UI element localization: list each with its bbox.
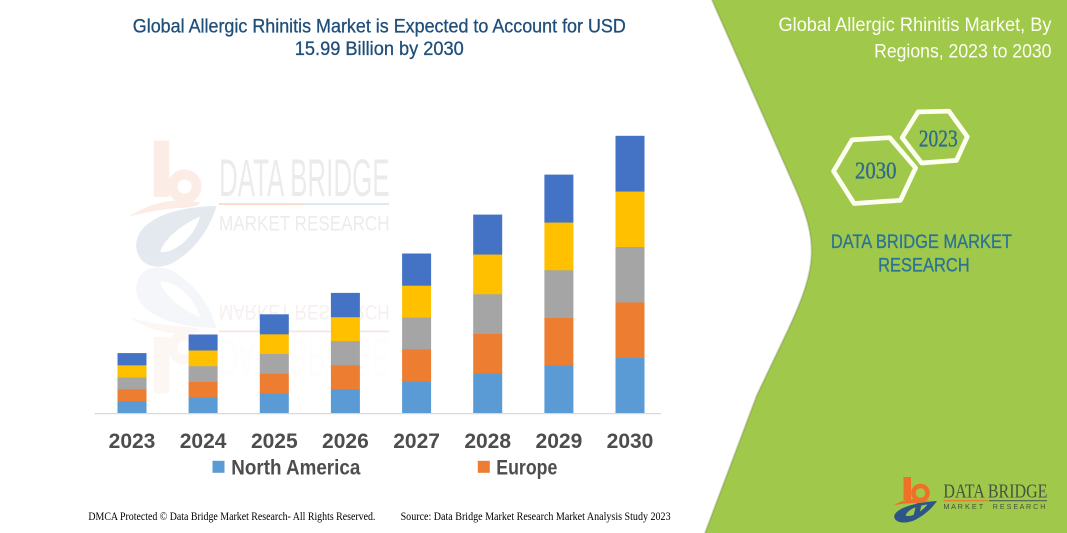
svg-text:2030: 2030: [855, 158, 897, 185]
svg-text:DATA BRIDGE: DATA BRIDGE: [219, 327, 390, 386]
svg-text:RESEARCH: RESEARCH: [878, 254, 970, 276]
svg-text:2025: 2025: [251, 430, 298, 453]
svg-text:MARKET RESEARCH: MARKET RESEARCH: [219, 212, 390, 236]
svg-text:2029: 2029: [536, 430, 583, 453]
svg-text:DATA BRIDGE: DATA BRIDGE: [219, 149, 390, 208]
svg-text:North America: North America: [231, 457, 360, 480]
svg-text:Regions, 2023 to 2030: Regions, 2023 to 2030: [874, 40, 1052, 62]
svg-text:Europe: Europe: [496, 457, 557, 480]
svg-text:Global Allergic Rhinitis Marke: Global Allergic Rhinitis Market, By: [779, 14, 1052, 36]
svg-text:2023: 2023: [109, 430, 156, 453]
svg-text:Source: Data Bridge Market Res: Source: Data Bridge Market Research Mark…: [401, 509, 671, 523]
svg-text:2024: 2024: [180, 430, 227, 453]
svg-text:MARKET RESEARCH: MARKET RESEARCH: [219, 300, 390, 324]
svg-text:2026: 2026: [322, 430, 369, 453]
svg-text:DMCA Protected © Data Bridge M: DMCA Protected © Data Bridge Market Rese…: [88, 509, 375, 523]
svg-text:R E S E A R C H: R E S E A R C H: [993, 504, 1046, 511]
svg-text:M A R K E T: M A R K E T: [943, 504, 984, 511]
svg-text:2023: 2023: [919, 126, 958, 153]
svg-text:Global Allergic Rhinitis Marke: Global Allergic Rhinitis Market is Expec…: [133, 16, 626, 38]
svg-text:DATA BRIDGE MARKET: DATA BRIDGE MARKET: [831, 231, 1012, 253]
svg-text:DATA BRIDGE: DATA BRIDGE: [943, 480, 1047, 502]
svg-text:2030: 2030: [607, 430, 654, 453]
svg-text:2027: 2027: [393, 430, 440, 453]
svg-text:2028: 2028: [464, 430, 511, 453]
svg-text:15.99 Billion by 2030: 15.99 Billion by 2030: [295, 38, 464, 60]
